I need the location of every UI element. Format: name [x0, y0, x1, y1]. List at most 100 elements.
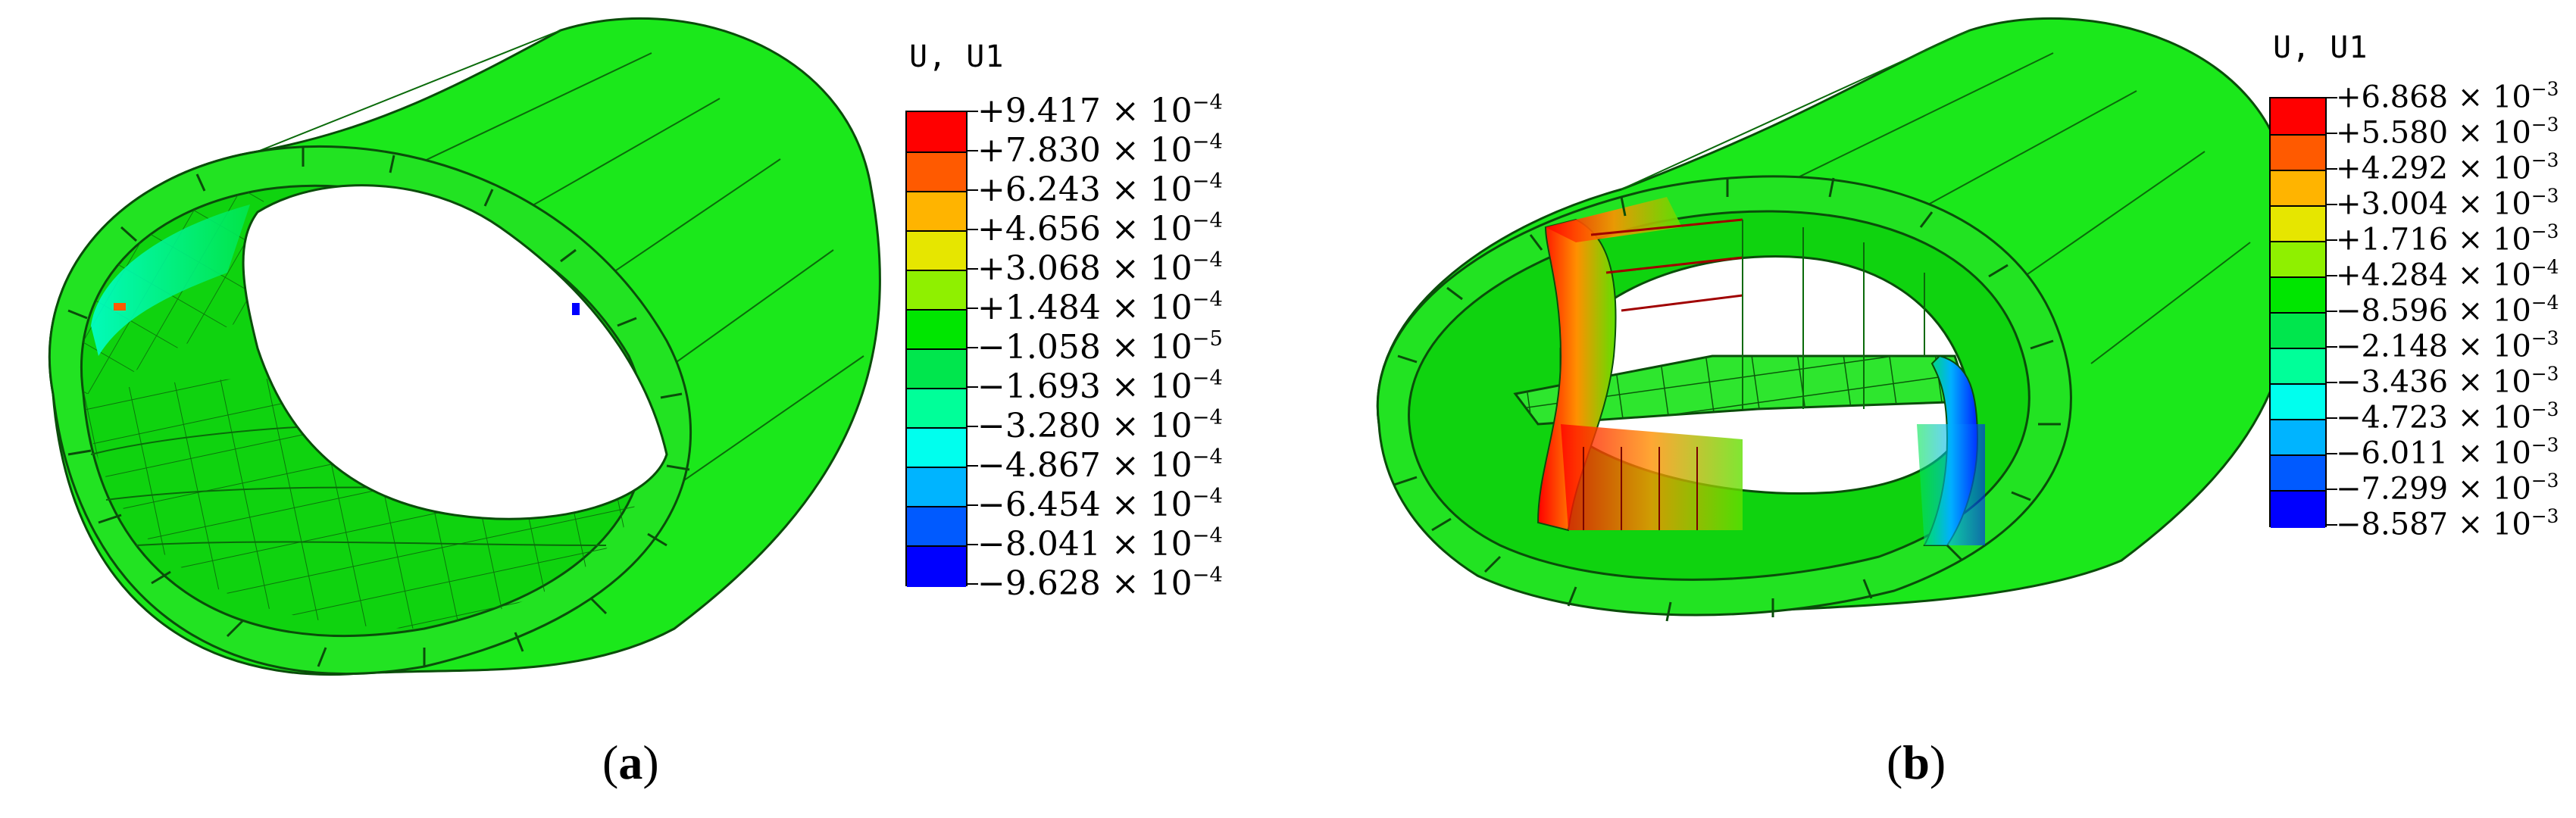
legend-tick	[966, 583, 978, 585]
legend-label-value: −1.058 × 10	[977, 327, 1193, 367]
legend-tick	[2325, 168, 2337, 170]
legend-label-exponent: −3	[2531, 327, 2559, 349]
tunnel-model-b	[1376, 17, 2296, 622]
legend-label-exponent: −5	[1192, 326, 1223, 351]
legend-swatch	[907, 112, 966, 152]
legend-label: −2.148 × 10−3	[2336, 329, 2559, 361]
legend-label-exponent: −3	[2531, 398, 2559, 420]
legend-tick	[2325, 97, 2337, 98]
legend-label-value: +4.284 × 10	[2336, 258, 2531, 293]
legend-label: −3.436 × 10−3	[2336, 363, 2559, 400]
legend-tick	[2325, 417, 2337, 419]
legend-label: +5.580 × 10−3	[2336, 114, 2559, 151]
tunnel-shell-with-wall	[1376, 17, 2296, 622]
legend-swatch	[2271, 241, 2325, 279]
legend-tick	[2325, 453, 2337, 454]
legend-label-exponent: −3	[2531, 434, 2559, 456]
legend-swatch	[2271, 312, 2325, 350]
legend-swatch	[907, 348, 966, 390]
legend-tick	[966, 544, 978, 545]
legend-tick	[2325, 204, 2337, 205]
legend-label-value: +9.417 × 10	[977, 91, 1193, 130]
legend-label-value: −8.587 × 10	[2336, 507, 2531, 542]
legend-label-exponent: −3	[2531, 185, 2559, 207]
legend-label: +9.417 × 10−4	[977, 92, 1223, 128]
legend-swatch	[2271, 276, 2325, 314]
legend-colorbar	[2269, 97, 2327, 528]
legend-label: −8.596 × 10−4	[2336, 293, 2559, 329]
legend-tick	[2325, 275, 2337, 276]
legend-label-value: +6.868 × 10	[2336, 80, 2531, 115]
legend-tick	[966, 150, 978, 151]
legend-label-value: +1.716 × 10	[2336, 222, 2531, 258]
legend-label: −4.867 × 10−4	[977, 447, 1223, 482]
legend-label: −1.058 × 10−5	[977, 329, 1223, 364]
legend-label-exponent: −4	[1192, 405, 1223, 429]
legend-colorbar	[905, 111, 968, 587]
legend-label: +6.868 × 10−3	[2336, 80, 2559, 112]
legend-label: −6.454 × 10−4	[977, 486, 1223, 522]
legend-title: U, U1	[909, 39, 1005, 74]
legend-tick	[2325, 311, 2337, 312]
legend-swatch	[907, 151, 966, 193]
legend-label-value: −8.041 × 10	[977, 524, 1193, 564]
legend-tick	[2325, 489, 2337, 490]
legend-swatch	[907, 309, 966, 351]
legend-label-value: +6.243 × 10	[977, 170, 1193, 209]
legend-tick	[966, 465, 978, 467]
legend-label-value: +3.068 × 10	[977, 248, 1193, 288]
legend-swatch	[2271, 490, 2325, 528]
legend-label-exponent: −4	[1192, 208, 1223, 233]
legend-tick	[966, 111, 978, 112]
legend-label-exponent: −4	[1192, 90, 1223, 114]
legend-swatch	[2271, 134, 2325, 172]
legend-swatch	[907, 427, 966, 469]
legend-label: +6.243 × 10−4	[977, 171, 1223, 207]
legend-label-exponent: −4	[1192, 563, 1223, 587]
legend-label: −4.723 × 10−3	[2336, 398, 2559, 432]
legend-label: +4.656 × 10−4	[977, 211, 1223, 246]
legend-swatch	[907, 191, 966, 233]
legend-tick	[2325, 346, 2337, 348]
legend-tick	[966, 504, 978, 506]
legend-tick	[966, 229, 978, 230]
legend-label-value: +5.580 × 10	[2336, 115, 2531, 151]
legend-label: +4.284 × 10−4	[2336, 258, 2559, 290]
legend-label: +7.830 × 10−4	[977, 132, 1223, 167]
legend-label-value: −2.148 × 10	[2336, 329, 2531, 364]
legend-label: −8.041 × 10−4	[977, 526, 1223, 561]
legend-label-value: −1.693 × 10	[977, 367, 1193, 406]
legend-label-exponent: −3	[2531, 114, 2559, 136]
legend-swatch	[907, 230, 966, 272]
legend-label-value: −3.436 × 10	[2336, 364, 2531, 400]
legend-label-exponent: −3	[2531, 220, 2559, 242]
legend-label-value: +3.004 × 10	[2336, 186, 2531, 222]
panel-a: U, U1 +9.417 × 10−4 +7.830 × 10−4 +6.243 ×…	[48, 17, 1223, 789]
legend-title: U, U1	[2273, 30, 2368, 65]
legend-label-value: +7.830 × 10	[977, 130, 1193, 170]
legend-label-value: +4.292 × 10	[2336, 151, 2531, 186]
legend-label-exponent: −3	[2531, 363, 2559, 385]
legend-label-value: −8.596 × 10	[2336, 293, 2531, 329]
legend-tick	[2325, 133, 2337, 134]
tunnel-model-a	[48, 17, 881, 676]
legend-label-value: −7.299 × 10	[2336, 471, 2531, 507]
legend-swatch	[907, 270, 966, 311]
legend-label: +4.292 × 10−3	[2336, 151, 2559, 183]
caption-letter: b	[1902, 735, 1930, 789]
legend-label-exponent: −3	[2531, 78, 2559, 100]
legend-tick	[966, 426, 978, 427]
legend-label: −1.693 × 10−4	[977, 368, 1223, 404]
legend-swatch	[907, 506, 966, 548]
legend-tick	[2325, 524, 2337, 526]
legend-label-value: −6.011 × 10	[2336, 436, 2531, 471]
legend-swatch	[2271, 383, 2325, 421]
legend-label: −9.628 × 10−4	[977, 565, 1223, 601]
legend-swatch	[2271, 170, 2325, 208]
legend-label-exponent: −4	[1192, 287, 1223, 311]
legend-swatch	[907, 545, 966, 587]
legend-label-exponent: −3	[2531, 149, 2559, 171]
legend-label: −8.587 × 10−3	[2336, 507, 2559, 539]
legend-swatch	[907, 467, 966, 508]
legend-label-value: −3.280 × 10	[977, 406, 1193, 445]
